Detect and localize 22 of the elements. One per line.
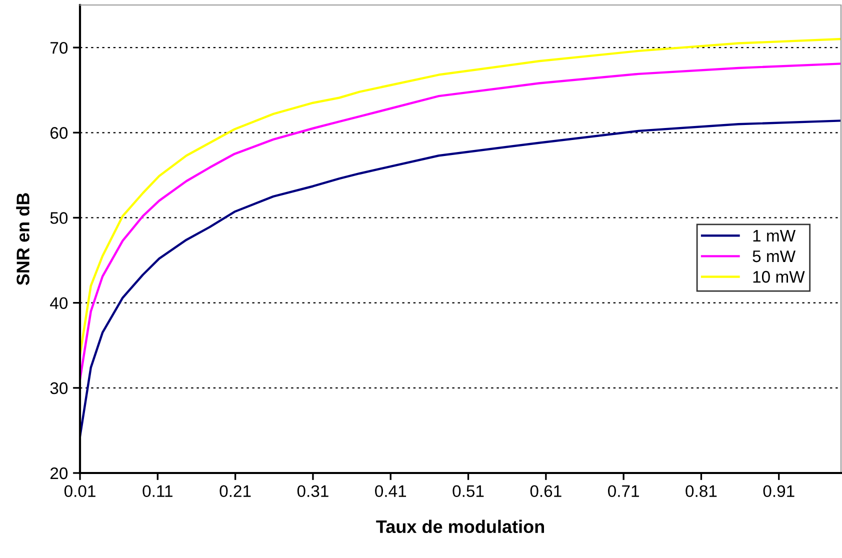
legend-label: 1 mW	[753, 230, 796, 242]
x-axis-title: Taux de modulation	[376, 520, 544, 534]
x-tick-label: 0.71	[608, 485, 639, 498]
x-tick-label: 0.61	[530, 485, 562, 498]
y-axis-title: SNR en dB	[16, 193, 30, 286]
x-tick-label: 0.51	[452, 485, 484, 498]
y-tick-label: 20	[50, 467, 68, 480]
x-tick-label: 0.41	[375, 485, 406, 498]
y-tick-label: 30	[50, 382, 68, 394]
y-tick-label: 70	[50, 42, 68, 54]
y-tick-label: 60	[50, 127, 68, 139]
x-tick-label: 0.01	[64, 485, 96, 498]
x-tick-label: 0.81	[686, 485, 717, 498]
legend-label: 5 mW	[752, 250, 796, 262]
x-tick-label: 0.11	[142, 485, 172, 498]
y-tick-label: 40	[50, 297, 68, 310]
x-tick-label: 0.21	[220, 485, 251, 498]
x-tick-label: 0.31	[297, 485, 328, 498]
legend-label: 10 mW	[753, 270, 805, 283]
y-tick-label: 50	[50, 212, 68, 224]
x-tick-label: 0.91	[763, 485, 794, 498]
line-series	[80, 120, 841, 438]
